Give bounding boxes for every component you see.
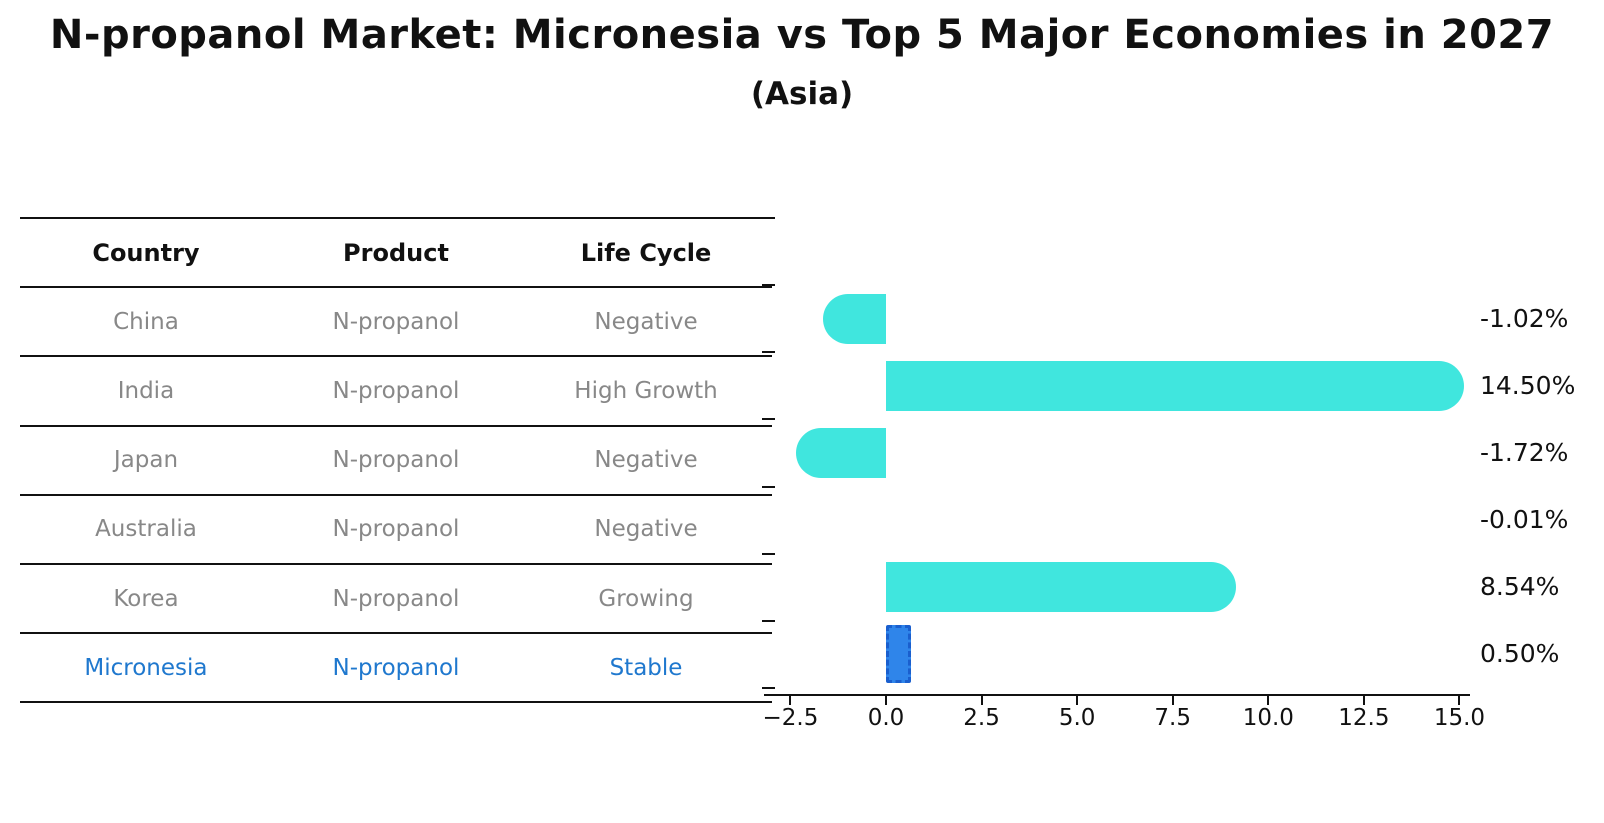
x-tick-label: 10.0 bbox=[1242, 705, 1294, 731]
value-label-india: 14.50% bbox=[1480, 370, 1576, 400]
table-row-china: China N-propanol Negative bbox=[20, 286, 772, 355]
cell-country: Micronesia bbox=[84, 654, 208, 681]
y-axis-tick bbox=[762, 686, 775, 689]
header-cell-product: Product bbox=[343, 238, 449, 267]
bar-korea bbox=[886, 562, 1237, 613]
cell-country: India bbox=[117, 377, 175, 404]
comparison-table: Country Product Life Cycle China N-propa… bbox=[20, 217, 772, 704]
cell-life-cycle: High Growth bbox=[574, 377, 718, 404]
x-tick-label: 5.0 bbox=[1058, 705, 1096, 731]
x-axis-line bbox=[764, 694, 1470, 696]
cell-product: N-propanol bbox=[332, 377, 460, 404]
x-tick-label: 2.5 bbox=[963, 705, 1000, 731]
chart-subtitle: (Asia) bbox=[750, 76, 854, 112]
value-label-australia: -0.01% bbox=[1480, 504, 1569, 534]
cell-product: N-propanol bbox=[332, 308, 460, 335]
value-label-korea: 8.54% bbox=[1480, 572, 1560, 602]
cell-life-cycle: Stable bbox=[609, 654, 683, 681]
x-axis-tick bbox=[885, 696, 887, 705]
cell-country: Korea bbox=[113, 585, 179, 612]
x-axis-tick bbox=[1267, 696, 1270, 705]
x-tick-label: 0.0 bbox=[867, 705, 905, 731]
x-axis-tick bbox=[1076, 696, 1079, 705]
x-tick-label: 15.0 bbox=[1433, 705, 1486, 731]
y-axis-tick bbox=[762, 284, 775, 287]
y-axis-tick bbox=[762, 552, 775, 555]
cell-life-cycle: Negative bbox=[594, 447, 698, 474]
value-label-china: -1.02% bbox=[1480, 303, 1569, 333]
table-row-micronesia: Micronesia N-propanol Stable bbox=[20, 632, 772, 701]
x-axis-tick bbox=[1171, 696, 1174, 705]
bar-micronesia bbox=[886, 625, 912, 684]
table-row-australia: Australia N-propanol Negative bbox=[20, 493, 772, 563]
bar-india bbox=[886, 360, 1465, 411]
value-label-micronesia: 0.50% bbox=[1480, 639, 1560, 669]
cell-product: N-propanol bbox=[332, 516, 460, 543]
y-axis-tick bbox=[762, 619, 775, 622]
cell-country: China bbox=[113, 308, 179, 335]
x-tick-label: −2.5 bbox=[762, 705, 819, 731]
x-tick-label: 7.5 bbox=[1154, 705, 1191, 731]
x-tick-label: 12.5 bbox=[1338, 705, 1390, 731]
cell-product: N-propanol bbox=[332, 585, 460, 612]
header-cell-country: Country bbox=[92, 238, 200, 267]
cell-life-cycle: Negative bbox=[594, 516, 698, 543]
y-axis-tick bbox=[762, 217, 775, 219]
cell-life-cycle: Growing bbox=[598, 585, 694, 612]
x-axis-tick bbox=[789, 696, 792, 705]
x-axis-tick bbox=[1362, 696, 1365, 705]
cell-product: N-propanol bbox=[332, 447, 460, 474]
table-row-korea: Korea N-propanol Growing bbox=[20, 562, 772, 632]
cell-country: Japan bbox=[113, 447, 179, 474]
x-axis-tick bbox=[1458, 696, 1461, 705]
x-axis-tick bbox=[980, 696, 983, 705]
y-axis-tick bbox=[762, 418, 775, 421]
value-label-japan: -1.72% bbox=[1480, 437, 1569, 467]
cell-country: Australia bbox=[95, 516, 197, 543]
y-axis-tick bbox=[762, 485, 775, 488]
header-cell-life-cycle: Life Cycle bbox=[580, 238, 712, 267]
cell-life-cycle: Negative bbox=[594, 308, 698, 335]
bar-japan bbox=[796, 427, 886, 478]
bar-china bbox=[823, 293, 886, 344]
cell-product: N-propanol bbox=[332, 654, 460, 681]
chart-title: N-propanol Market: Micronesia vs Top 5 M… bbox=[49, 12, 1555, 58]
table-row-india: India N-propanol High Growth bbox=[20, 355, 772, 424]
table-row-japan: Japan N-propanol Negative bbox=[20, 424, 772, 494]
table-header-row: Country Product Life Cycle bbox=[20, 217, 772, 286]
y-axis-tick bbox=[762, 351, 775, 354]
